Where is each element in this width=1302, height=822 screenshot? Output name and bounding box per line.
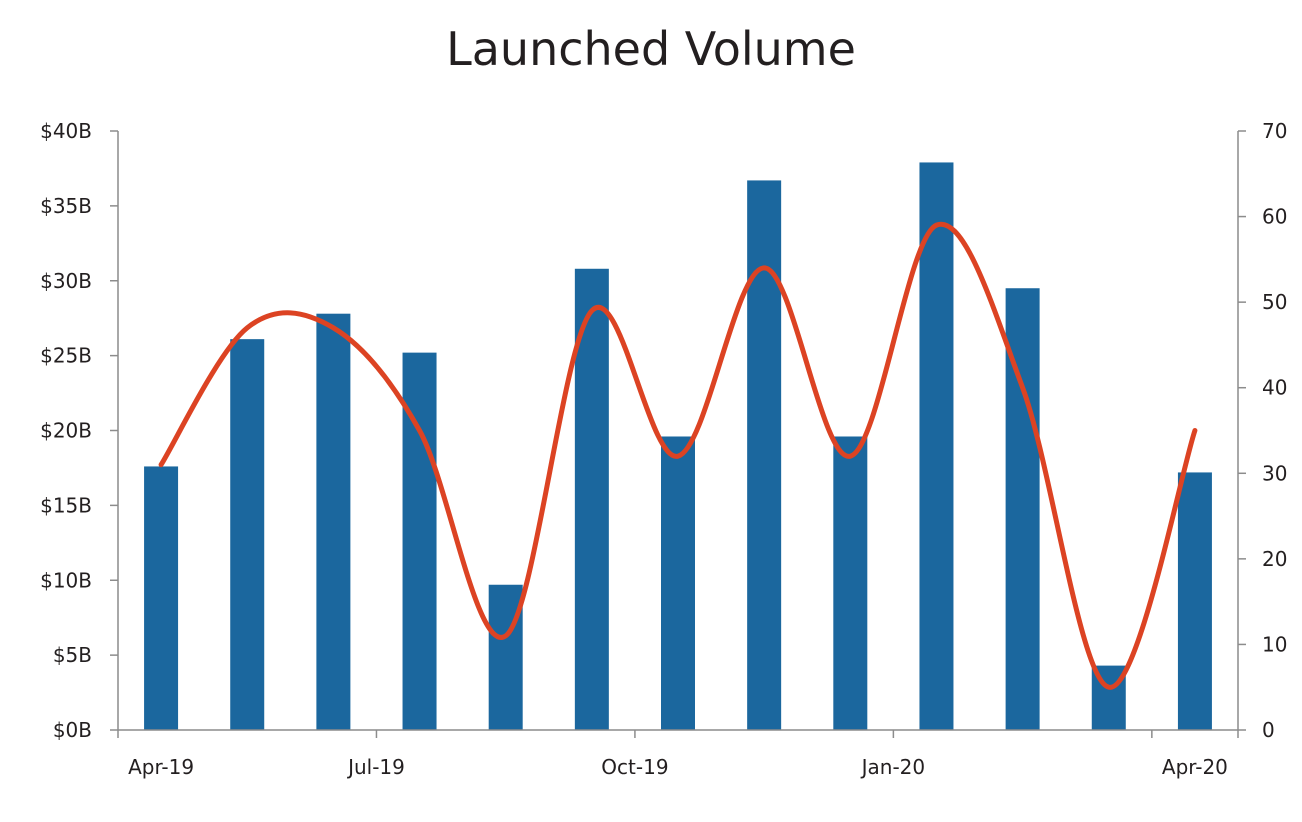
bar (919, 162, 954, 730)
bar (747, 180, 782, 731)
y-right-tick-label: 50 (1262, 290, 1287, 314)
y-left-tick-label: $20B (40, 419, 92, 443)
y-left-tick-label: $5B (53, 643, 92, 667)
y-right-tick-label: 20 (1262, 547, 1287, 571)
y-right-tick-label: 0 (1262, 718, 1275, 742)
y-right-tick-label: 30 (1262, 461, 1287, 485)
x-tick-label: Oct-19 (601, 755, 668, 779)
bar (316, 313, 351, 730)
y-left-tick-label: $10B (40, 568, 92, 592)
y-left-tick-label: $25B (40, 344, 92, 368)
bar (1177, 472, 1212, 730)
bar (833, 436, 868, 730)
x-tick-label: Apr-19 (128, 755, 194, 779)
bar (574, 268, 609, 730)
y-right-tick-label: 40 (1262, 376, 1287, 400)
y-left-tick-label: $40B (40, 119, 92, 143)
line-series (158, 221, 1198, 690)
y-left-tick-label: $30B (40, 269, 92, 293)
y-right-tick-label: 60 (1262, 205, 1287, 229)
y-right-tick-label: 70 (1262, 119, 1287, 143)
y-right-tick-label: 10 (1262, 632, 1287, 656)
y-left-tick-label: $35B (40, 194, 92, 218)
y-left-tick-label: $0B (53, 718, 92, 742)
x-tick-label: Apr-20 (1162, 755, 1228, 779)
bar (661, 436, 695, 730)
bar (230, 339, 265, 730)
x-tick-label: Jan-20 (860, 755, 926, 779)
chart-title: Launched Volume (446, 22, 856, 76)
y-left-tick-label: $15B (40, 493, 92, 517)
bar (144, 466, 179, 730)
x-tick-label: Jul-19 (346, 755, 405, 779)
